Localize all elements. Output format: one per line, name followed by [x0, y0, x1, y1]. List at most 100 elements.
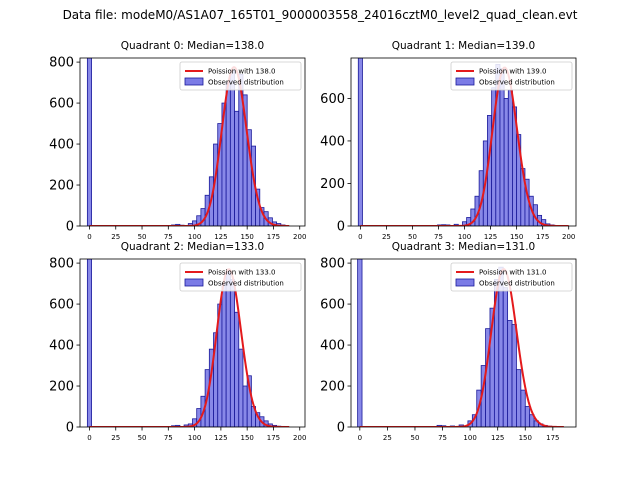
quadrant-3-legend-poisson-label: Poission with 131.0	[479, 269, 547, 277]
quadrant-3-xtick-label-2: 50	[411, 434, 420, 442]
quadrant-1-bar-15	[503, 98, 509, 226]
quadrant-0-legend-box	[179, 61, 302, 91]
quadrant-2-bar-18	[246, 375, 252, 427]
quadrant-3-bar-16	[516, 369, 522, 427]
quadrant-2-bar-0	[86, 259, 92, 427]
quadrant-0-xtick-label-2: 50	[138, 233, 147, 241]
quadrant-1-ytick-label-0: 0	[337, 220, 345, 235]
quadrant-1-frame	[350, 57, 577, 227]
quadrant-3-ytick-label-4: 800	[320, 257, 345, 272]
quadrant-0-legend-poisson-label: Poission with 138.0	[208, 68, 276, 76]
quadrant-1-panel: Quadrant 1: Median=139.0 0 25 50 75 100 125 150…	[320, 40, 577, 241]
quadrant-0-xtick-label-3: 75	[164, 233, 173, 241]
quadrant-2-xtick-label-4: 100	[188, 434, 201, 442]
quadrant-0-xtick-label-1: 25	[111, 233, 120, 241]
quadrant-2-poisson-line	[89, 268, 290, 427]
quadrant-2-bar-15	[234, 311, 240, 427]
quadrant-0-legend-observed-swatch	[184, 77, 204, 86]
quadrant-2-ytick-label-1: 200	[49, 380, 74, 395]
quadrant-1-xtick-label-6: 150	[510, 233, 523, 241]
quadrant-3-xtick-label-3: 75	[438, 434, 447, 442]
quadrant-1-legend-poisson-label: Poission with 139.0	[479, 68, 547, 76]
quadrant-3-ytick-label-3: 600	[320, 298, 345, 313]
quadrant-2-xtick-label-0: 0	[87, 434, 91, 442]
quadrant-3-ytick-label-0: 0	[337, 421, 345, 436]
quadrant-3-xtick-label-1: 25	[383, 434, 392, 442]
quadrant-2-xtick-label-8: 200	[293, 434, 306, 442]
quadrant-3-xtick-label-5: 125	[491, 434, 504, 442]
quadrant-1-xtick-label-2: 50	[408, 233, 417, 241]
quadrant-1-xtick-label-7: 175	[536, 233, 549, 241]
quadrant-1-plot-area	[357, 58, 569, 226]
figure-suptitle: Data file: modeM0/AS1A07_165T01_90000035…	[62, 8, 578, 22]
quadrant-1-legend-box	[450, 61, 573, 91]
quadrant-0-legend-observed-label: Observed distribution	[208, 79, 284, 87]
quadrant-0-ytick-label-1: 200	[49, 179, 74, 194]
quadrant-1-poisson-line	[360, 66, 569, 226]
quadrant-2-xtick-label-5: 125	[214, 434, 227, 442]
quadrant-3-ytick-label-1: 200	[320, 380, 345, 395]
quadrant-0-frame	[79, 57, 306, 227]
quadrant-0-xtick-label-4: 100	[188, 233, 201, 241]
quadrant-3-bar-15	[511, 324, 517, 427]
quadrant-1-xtick-label-5: 125	[484, 233, 497, 241]
quadrant-3-frame	[350, 258, 577, 428]
quadrant-1-legend-observed-swatch	[455, 77, 475, 86]
quadrant-2-title: Quadrant 2: Median=133.0	[121, 241, 264, 253]
quadrant-0-panel: Quadrant 0: Median=138.0 0 25 50 75 100 125 150…	[49, 40, 306, 241]
quadrant-3-xtick-label-0: 0	[358, 434, 362, 442]
quadrant-1-ytick-label-2: 400	[320, 134, 345, 149]
quadrant-2-frame	[79, 258, 306, 428]
quadrant-2-bar-16	[238, 348, 244, 427]
quadrant-0-plot-area	[86, 58, 290, 226]
quadrant-1-title: Quadrant 1: Median=139.0	[392, 40, 535, 52]
quadrant-1-bar-0	[357, 58, 363, 226]
quadrant-2-ytick-label-4: 800	[49, 257, 74, 272]
quadrant-0-xtick-label-0: 0	[87, 233, 91, 241]
quadrant-2-xtick-label-1: 25	[111, 434, 120, 442]
quadrant-2-ytick-label-0: 0	[66, 421, 74, 436]
quadrant-1-xtick-label-0: 0	[358, 233, 362, 241]
quadrant-3-legend-observed-swatch	[455, 278, 475, 287]
quadrant-2-bar-13	[225, 270, 231, 427]
quadrant-2-legend-observed-swatch	[184, 278, 204, 287]
quadrant-2-bar-17	[242, 385, 248, 427]
quadrant-0-xtick-label-6: 150	[240, 233, 253, 241]
quadrant-2-xtick-label-3: 75	[164, 434, 173, 442]
quadrant-0-bar-0	[86, 58, 92, 226]
quadrant-3-title: Quadrant 3: Median=131.0	[392, 241, 535, 253]
quadrant-1-xtick-label-3: 75	[434, 233, 443, 241]
quadrant-2-panel: Quadrant 2: Median=133.0 0 25 50 75 100 125 150…	[49, 241, 306, 442]
quadrant-2-xtick-label-6: 150	[240, 434, 253, 442]
quadrant-0-poisson-line	[89, 66, 290, 226]
quadrant-1-xtick-label-8: 200	[562, 233, 575, 241]
quadrant-3-poisson-line	[359, 268, 564, 427]
quadrant-1-bar-16	[507, 89, 513, 226]
quadrant-2-xtick-label-7: 175	[267, 434, 280, 442]
quadrant-3-legend-box	[450, 262, 573, 292]
quadrant-2-legend-poisson-label: Poission with 133.0	[208, 269, 276, 277]
quadrant-2-legend-observed-label: Observed distribution	[208, 280, 284, 288]
quadrant-0-xtick-label-7: 175	[267, 233, 280, 241]
quadrant-3-bar-17	[520, 389, 526, 427]
quadrant-1-legend-observed-label: Observed distribution	[479, 79, 555, 87]
quadrant-2-bar-12	[221, 283, 227, 427]
quadrant-3-bar-13	[502, 287, 509, 427]
quadrant-1-bar-14	[499, 68, 505, 226]
quadrant-0-title: Quadrant 0: Median=138.0	[121, 40, 264, 52]
quadrant-0-ytick-label-0: 0	[66, 220, 74, 235]
quadrant-2-legend-box	[179, 262, 302, 292]
quadrant-3-ytick-label-2: 400	[320, 339, 345, 354]
quadrant-3-xtick-label-7: 175	[546, 434, 559, 442]
quadrant-0-ytick-label-3: 600	[49, 97, 74, 112]
quadrant-3-bar-0	[357, 259, 363, 427]
quadrant-1-ytick-label-1: 200	[320, 177, 345, 192]
quadrant-1-xtick-label-1: 25	[382, 233, 391, 241]
quadrant-3-legend-observed-label: Observed distribution	[479, 280, 555, 288]
quadrant-0-bar-13	[225, 82, 231, 226]
quadrant-3-xtick-label-6: 150	[519, 434, 532, 442]
quadrant-2-xtick-label-2: 50	[138, 434, 147, 442]
quadrant-0-xtick-label-8: 200	[293, 233, 306, 241]
quadrant-3-xtick-label-4: 100	[463, 434, 476, 442]
